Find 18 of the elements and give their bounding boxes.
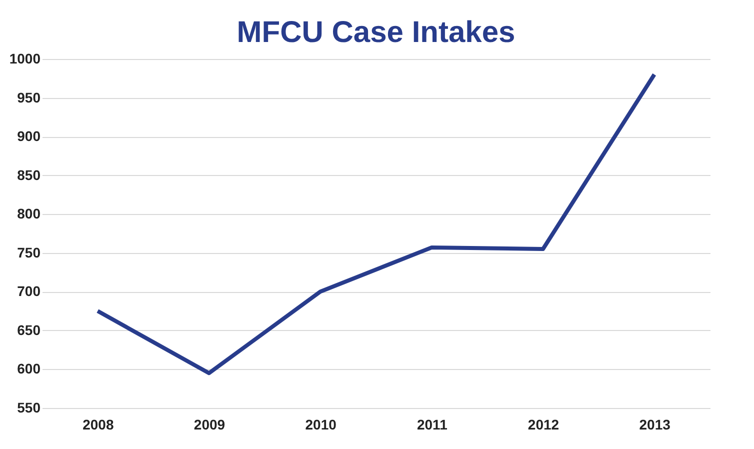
x-tick-label: 2013 <box>639 416 671 432</box>
x-tick-label: 2012 <box>528 416 560 432</box>
y-tick-label: 700 <box>17 283 41 300</box>
y-tick-label: 900 <box>17 128 41 144</box>
line-series <box>96 72 656 376</box>
y-tick-label: 650 <box>17 322 41 338</box>
y-tick-label: 800 <box>17 206 41 222</box>
y-tick-label: 950 <box>17 89 41 106</box>
x-tick-label: 2008 <box>82 416 114 432</box>
x-tick-label: 2010 <box>305 416 337 432</box>
x-tick-label: 2011 <box>416 416 448 432</box>
y-tick-label: 850 <box>17 166 41 183</box>
x-tick-label: 2009 <box>194 416 226 432</box>
y-tick-label: 550 <box>17 400 41 416</box>
chart-title: MFCU Case Intakes <box>236 16 516 49</box>
y-tick-label: 750 <box>17 244 41 260</box>
y-tick-label: 600 <box>17 360 41 377</box>
y-tick-label: 1000 <box>9 50 41 66</box>
